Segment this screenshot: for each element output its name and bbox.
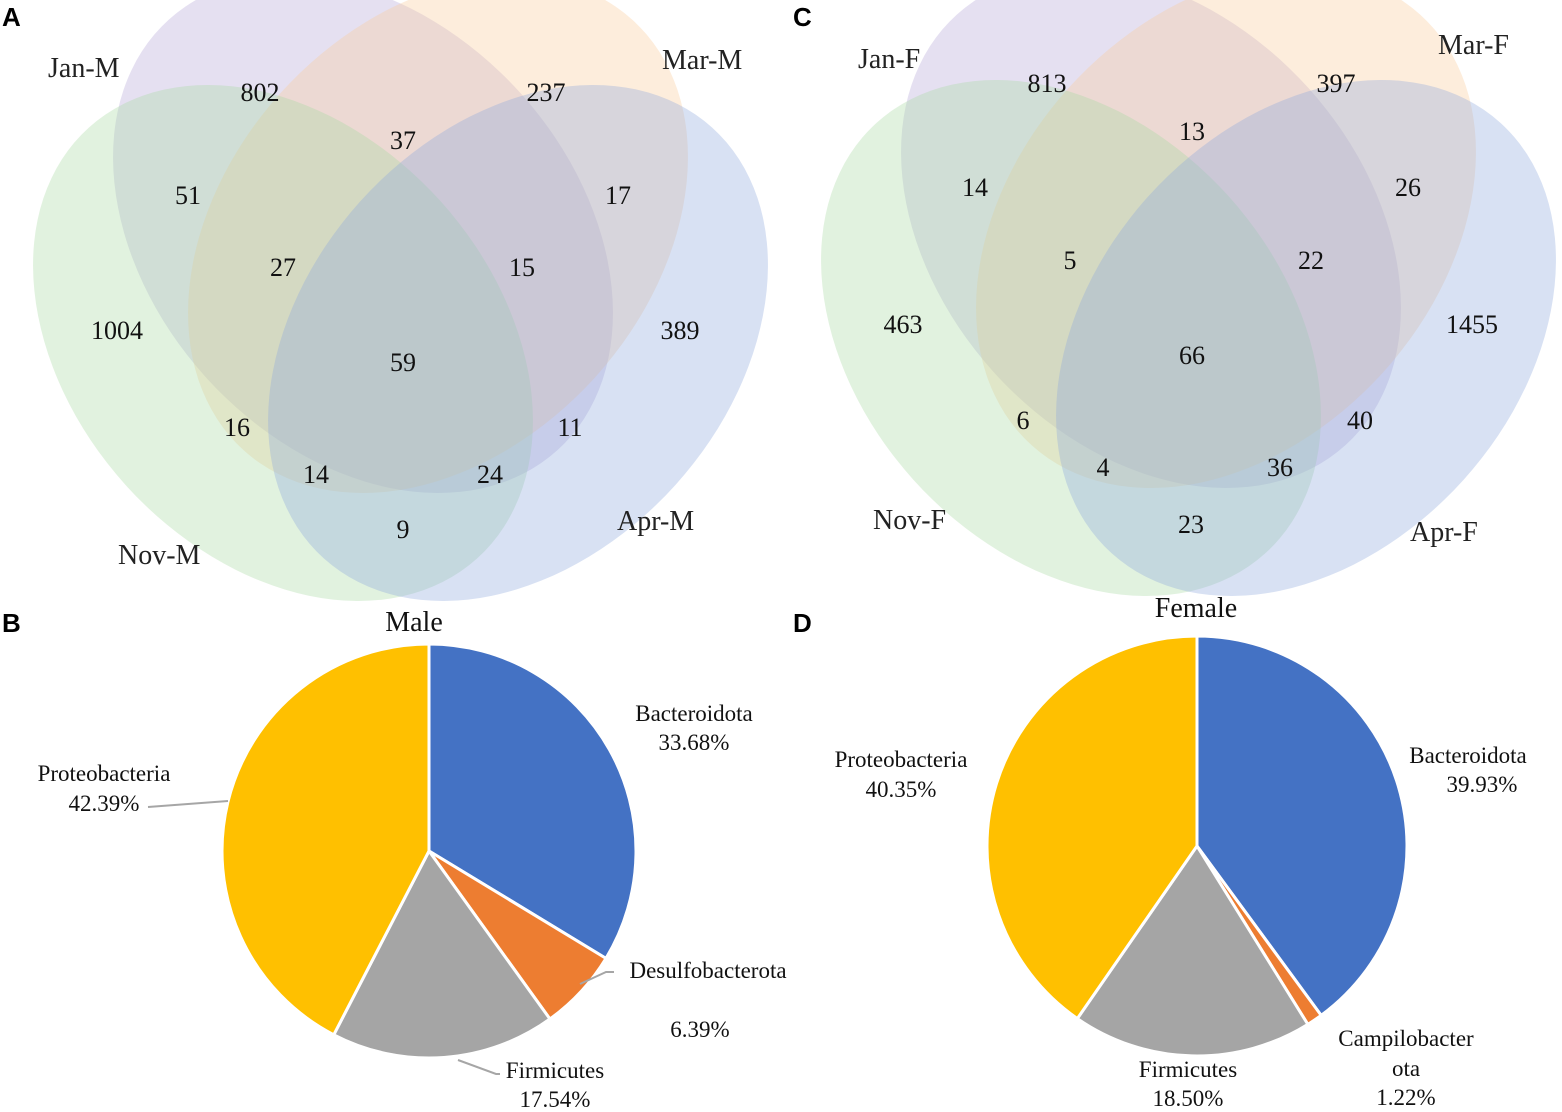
slice-label-value: 39.93% <box>1447 772 1518 797</box>
venn-region-count: 802 <box>241 78 280 107</box>
venn-region-count: 389 <box>661 316 700 345</box>
venn-region-count: 6 <box>1017 406 1030 435</box>
venn-region-count: 11 <box>557 413 582 442</box>
venn-region-count: 9 <box>397 515 410 544</box>
panel-letter-c: C <box>793 2 812 32</box>
leader-line <box>147 800 229 808</box>
pie-title-female: Female <box>1155 593 1237 624</box>
venn-region-count: 463 <box>884 310 923 339</box>
slice-label-name: ota <box>1392 1056 1420 1081</box>
slice-label-value: 6.39% <box>670 1017 729 1042</box>
panel-letter-a: A <box>2 2 21 32</box>
pie-slice-firmicutes <box>1075 844 1310 1058</box>
panel-letter-b: B <box>2 608 21 638</box>
slice-label-name: Proteobacteria <box>835 747 968 772</box>
slice-label-name: Campilobacter <box>1338 1026 1474 1051</box>
venn-female: Jan-F Mar-F Apr-F Nov-F 813 397 13 14 26… <box>821 0 1556 597</box>
slice-label-name: Firmicutes <box>506 1058 604 1083</box>
venn-set-ellipse-nov-f <box>821 79 1321 597</box>
pie-title-male: Male <box>385 607 443 638</box>
venn-region-count: 14 <box>962 173 988 202</box>
pie-slices-male <box>220 642 638 1060</box>
venn-set-label-mar-f: Mar-F <box>1438 30 1509 61</box>
venn-set-ellipse-mar-m <box>188 0 688 494</box>
venn-set-ellipse-nov-m <box>33 84 533 602</box>
venn-region-count: 397 <box>1317 69 1356 98</box>
venn-region-count: 4 <box>1097 453 1110 482</box>
slice-label-value: 18.50% <box>1153 1086 1224 1111</box>
venn-set-ellipse-jan-f <box>901 0 1401 489</box>
venn-region-count: 15 <box>509 253 535 282</box>
venn-region-count: 66 <box>1179 341 1205 370</box>
pie-female: Female Bacteroidota 39.93% Campilobacter… <box>835 593 1527 1111</box>
slice-label-value: 1.22% <box>1376 1085 1435 1110</box>
pie-slice-firmicutes <box>332 849 552 1060</box>
venn-region-count: 59 <box>390 348 416 377</box>
leader-line <box>579 971 614 985</box>
venn-region-count: 24 <box>477 460 503 489</box>
venn-region-count: 17 <box>605 181 631 210</box>
pie-slice-bacteroidota <box>1195 634 1409 1017</box>
pie-slice-proteobacteria <box>985 634 1199 1021</box>
venn-region-count: 40 <box>1347 406 1373 435</box>
slice-label-value: 42.39% <box>69 791 140 816</box>
venn-set-ellipse-apr-m <box>268 84 768 602</box>
venn-region-count: 237 <box>527 78 566 107</box>
venn-set-label-mar-m: Mar-M <box>662 45 742 76</box>
venn-set-ellipse-mar-f <box>976 0 1476 489</box>
slice-label-name: Desulfobacterota <box>629 958 786 983</box>
venn-region-count: 13 <box>1179 117 1205 146</box>
venn-region-count: 14 <box>303 460 329 489</box>
slice-label-value: 40.35% <box>866 777 937 802</box>
slice-label-name: Firmicutes <box>1139 1057 1237 1082</box>
venn-male: Jan-M Mar-M Apr-M Nov-M 802 237 37 51 17… <box>33 0 768 602</box>
leader-line <box>457 1059 500 1075</box>
venn-region-count: 23 <box>1178 510 1204 539</box>
venn-region-count: 22 <box>1298 246 1324 275</box>
venn-set-label-jan-f: Jan-F <box>858 44 920 75</box>
panel-letter-d: D <box>793 608 812 638</box>
slice-label-name: Bacteroidota <box>1409 743 1527 768</box>
pie-slices-female <box>985 634 1409 1058</box>
venn-set-ellipse-jan-m <box>113 0 613 494</box>
venn-region-count: 36 <box>1267 453 1293 482</box>
venn-region-count: 27 <box>270 253 296 282</box>
venn-set-label-nov-f: Nov-F <box>873 505 946 536</box>
venn-set-label-apr-f: Apr-F <box>1410 517 1478 548</box>
venn-region-count: 16 <box>224 413 250 442</box>
slice-label-name: Bacteroidota <box>635 701 753 726</box>
pie-slice-bacteroidota <box>427 642 638 960</box>
venn-region-count: 1004 <box>91 316 143 345</box>
venn-set-label-jan-m: Jan-M <box>48 53 120 84</box>
venn-region-count: 37 <box>390 126 416 155</box>
slice-label-name: Proteobacteria <box>38 761 171 786</box>
venn-region-count: 51 <box>175 181 201 210</box>
venn-region-count: 813 <box>1028 69 1067 98</box>
venn-set-label-apr-m: Apr-M <box>617 506 694 537</box>
venn-set-ellipse-apr-f <box>1056 79 1556 597</box>
slice-label-value: 17.54% <box>520 1087 591 1112</box>
slice-label-value: 33.68% <box>659 730 730 755</box>
venn-region-count: 1455 <box>1446 310 1498 339</box>
venn-region-count: 5 <box>1064 246 1077 275</box>
venn-set-label-nov-m: Nov-M <box>118 540 201 571</box>
pie-male: Male Bacteroidota 33.68% Desulfobacterot… <box>38 607 787 1112</box>
venn-region-count: 26 <box>1395 173 1421 202</box>
